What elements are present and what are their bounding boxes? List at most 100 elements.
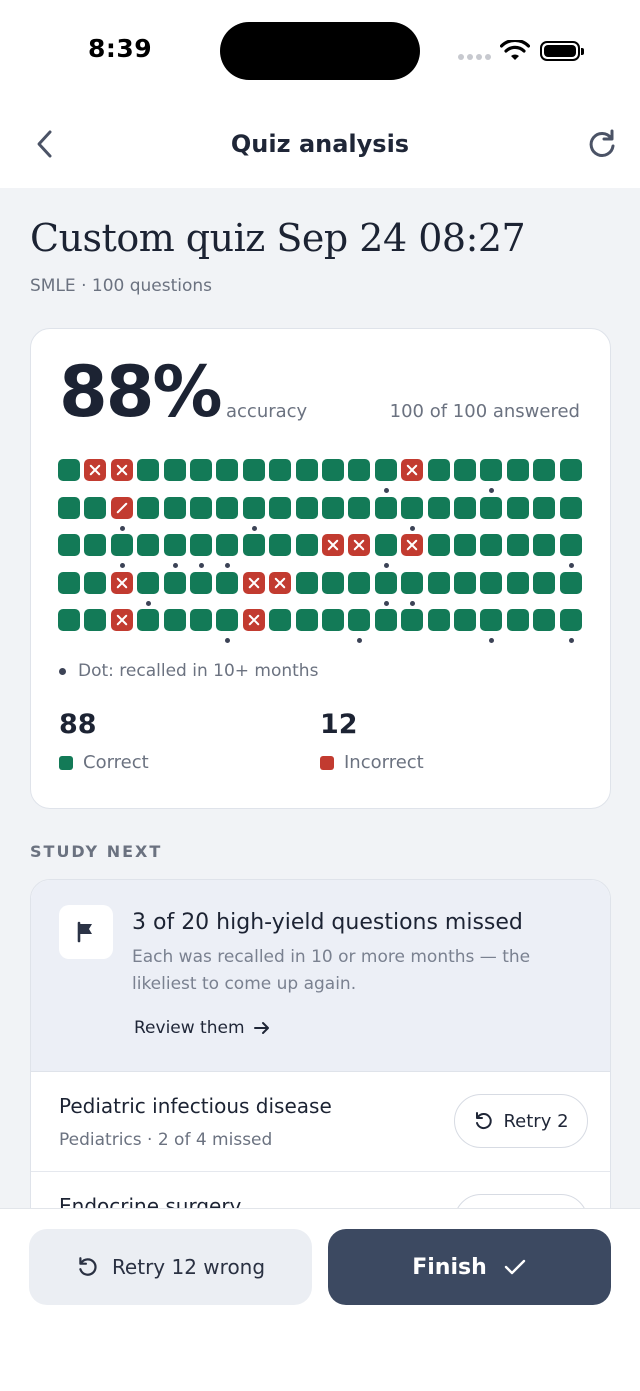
correct-answer-square (137, 534, 160, 556)
correct-answer-square (374, 534, 397, 568)
correct-answer-square (427, 609, 450, 631)
correct-answer-square (480, 496, 503, 519)
correct-answer-square (163, 496, 186, 519)
incorrect-answer-square (110, 571, 133, 594)
correct-answer-square (348, 496, 371, 519)
correct-answer-square (322, 609, 344, 631)
flag-badge (59, 905, 113, 959)
correct-answer-square (401, 609, 424, 631)
correct-answer-square (216, 496, 239, 519)
summary-card: 88% accuracy 100 of 100 answered Dot: re… (30, 328, 611, 809)
incorrect-answer-square (110, 609, 133, 631)
correct-answer-square (190, 534, 212, 568)
incorrect-answer-square (84, 459, 107, 481)
correct-answer-square (58, 609, 80, 631)
correct-answer-square (374, 459, 397, 493)
retry-icon (79, 1257, 97, 1276)
correct-answer-square (374, 571, 397, 606)
correct-answer-square (58, 534, 80, 556)
correct-answer-square (427, 496, 450, 519)
correct-answer-square (269, 496, 292, 519)
arrow-right-icon (253, 1022, 269, 1034)
incorrect-swatch (320, 755, 334, 770)
page-subtitle: SMLE · 100 questions (30, 276, 213, 296)
correct-answer-square (559, 571, 582, 594)
correct-answer-square (506, 534, 529, 556)
correct-answer-square (533, 534, 556, 556)
correct-answer-square (506, 571, 529, 594)
correct-answer-square (322, 571, 344, 594)
correct-answer-square (401, 496, 424, 531)
review-them-label: Review them (134, 1018, 245, 1038)
correct-answer-square (58, 496, 80, 519)
correct-answer-square (110, 534, 133, 568)
correct-answer-square (84, 609, 107, 631)
cellular-signal-icon (458, 54, 492, 62)
correct-answer-square (480, 571, 503, 594)
checkmark-icon (504, 1259, 525, 1275)
correct-answer-square (58, 571, 80, 594)
incorrect-answer-square (242, 609, 265, 631)
accuracy-value: 88% (59, 351, 223, 433)
answered-count: 100 of 100 answered (389, 401, 580, 422)
callout-title: 3 of 20 high-yield questions missed (132, 910, 523, 935)
incorrect-answer-square (242, 571, 265, 594)
correct-answer-square (242, 496, 265, 531)
incorrect-answer-square (401, 459, 424, 481)
correct-answer-square (163, 609, 186, 631)
incorrect-count: 12 (320, 709, 358, 740)
refresh-button[interactable] (584, 126, 620, 162)
correct-answer-square (295, 459, 318, 481)
correct-answer-square (506, 496, 529, 519)
correct-answer-square (401, 571, 424, 606)
correct-answer-square (322, 496, 344, 519)
finish-button[interactable]: Finish (328, 1229, 611, 1305)
correct-answer-square (216, 459, 239, 481)
correct-answer-square (374, 496, 397, 519)
correct-answer-square (295, 534, 318, 556)
correct-answer-square (137, 496, 160, 519)
correct-answer-square (137, 609, 160, 631)
topic-row[interactable]: Pediatric infectious disease Pediatrics … (31, 1072, 610, 1172)
correct-answer-square (348, 609, 371, 643)
incorrect-answer-square (269, 571, 292, 594)
retry-wrong-button[interactable]: Retry 12 wrong (29, 1229, 312, 1305)
correct-answer-square (454, 571, 476, 594)
topic-meta: Pediatrics · 2 of 4 missed (59, 1130, 273, 1150)
correct-answer-square (84, 571, 107, 594)
review-them-link[interactable]: Review them (134, 1018, 271, 1038)
correct-answer-square (348, 571, 371, 594)
correct-answer-square (559, 459, 582, 481)
back-button[interactable] (28, 124, 64, 164)
retry-wrong-label: Retry 12 wrong (111, 1255, 266, 1279)
flag-icon (77, 921, 92, 943)
correct-answer-square (533, 459, 556, 481)
correct-count: 88 (59, 709, 97, 740)
status-time: 8:39 (88, 34, 153, 63)
battery-icon (540, 41, 584, 61)
correct-answer-square (84, 534, 107, 556)
correct-answer-square (480, 534, 503, 556)
retry-icon (476, 1112, 493, 1130)
correct-answer-square (84, 496, 107, 519)
nav-title: Quiz analysis (230, 130, 410, 158)
incorrect-stat: 12 Incorrect (320, 709, 424, 773)
correct-answer-square (295, 496, 318, 519)
correct-answer-square (163, 571, 186, 594)
correct-answer-square (295, 609, 318, 631)
correct-answer-square (480, 609, 503, 643)
correct-answer-square (216, 534, 239, 568)
chevron-left-icon (37, 130, 52, 158)
correct-stat: 88 Correct (59, 709, 149, 773)
correct-answer-square (374, 609, 397, 631)
correct-answer-square (454, 459, 476, 481)
correct-answer-square (427, 534, 450, 556)
correct-answer-square (269, 609, 292, 631)
correct-answer-square (190, 459, 212, 481)
correct-answer-square (454, 609, 476, 631)
correct-answer-square (190, 496, 212, 519)
correct-answer-square (427, 571, 450, 594)
correct-answer-square (58, 459, 80, 481)
correct-answer-square (163, 459, 186, 481)
retry-topic-button[interactable]: Retry 2 (454, 1094, 588, 1148)
